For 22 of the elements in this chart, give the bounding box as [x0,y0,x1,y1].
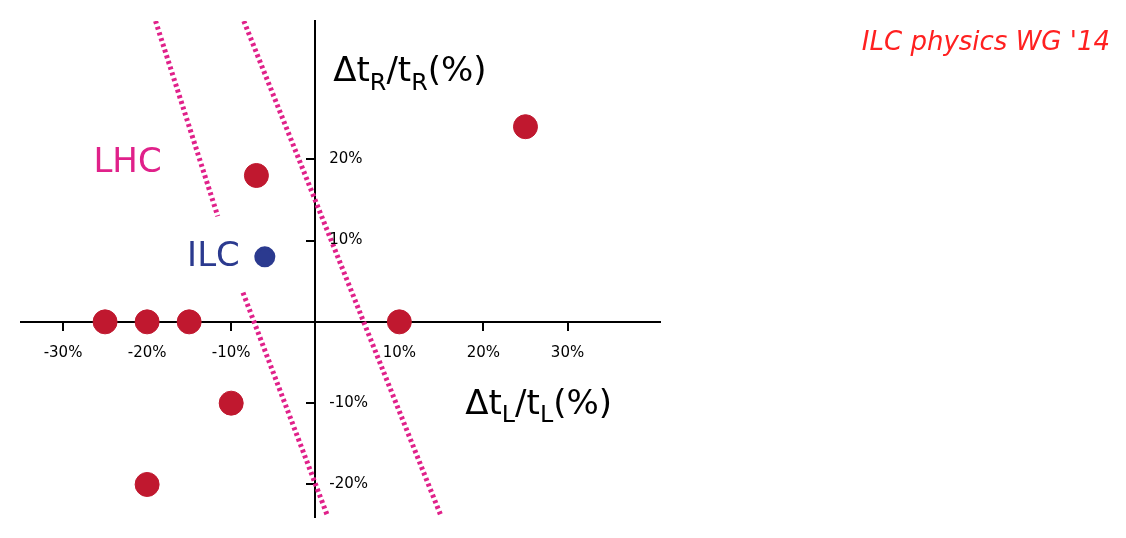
point [176,309,202,335]
x-tick-label: 30% [550,342,585,361]
point [92,309,118,335]
series-label: LHC [93,140,162,181]
text: ILC physics WG '14 [861,25,1110,56]
y-tick-label: 10% [329,230,363,249]
point [134,309,160,335]
y-tick-label: 20% [329,149,363,168]
point [386,309,412,335]
y-tick-label: -20% [329,474,369,493]
x-tick-label: 10% [382,342,417,361]
point [512,114,538,140]
x-tick-label: -30% [43,342,83,361]
x-tick-label: -10% [211,342,251,361]
x-tick-label: -20% [127,342,167,361]
point [134,471,160,497]
point [243,162,269,188]
series-label: ILC [187,233,240,274]
y-tick-label: -10% [329,393,369,412]
x-tick-label: 20% [466,342,501,361]
point [218,390,244,416]
point [254,246,276,268]
